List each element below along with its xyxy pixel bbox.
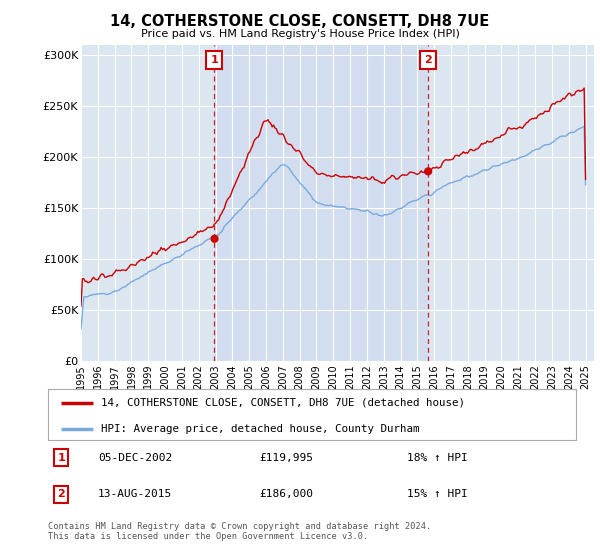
Text: 2: 2	[58, 489, 65, 499]
Text: 2: 2	[424, 55, 431, 65]
Text: 14, COTHERSTONE CLOSE, CONSETT, DH8 7UE: 14, COTHERSTONE CLOSE, CONSETT, DH8 7UE	[110, 14, 490, 29]
Point	[424, 167, 433, 176]
Text: £119,995: £119,995	[259, 453, 313, 463]
Text: 15% ↑ HPI: 15% ↑ HPI	[407, 489, 468, 499]
Text: £186,000: £186,000	[259, 489, 313, 499]
Text: 1: 1	[58, 453, 65, 463]
Bar	[214, 45, 428, 361]
Text: 14, COTHERSTONE CLOSE, CONSETT, DH8 7UE (detached house): 14, COTHERSTONE CLOSE, CONSETT, DH8 7UE …	[101, 398, 465, 408]
Text: 13-AUG-2015: 13-AUG-2015	[98, 489, 172, 499]
Text: 18% ↑ HPI: 18% ↑ HPI	[407, 453, 468, 463]
Text: Price paid vs. HM Land Registry's House Price Index (HPI): Price paid vs. HM Land Registry's House …	[140, 29, 460, 39]
Text: HPI: Average price, detached house, County Durham: HPI: Average price, detached house, Coun…	[101, 423, 419, 433]
Text: 1: 1	[211, 55, 218, 65]
Point	[210, 234, 220, 243]
Text: Contains HM Land Registry data © Crown copyright and database right 2024.
This d: Contains HM Land Registry data © Crown c…	[48, 522, 431, 542]
Text: 05-DEC-2002: 05-DEC-2002	[98, 453, 172, 463]
